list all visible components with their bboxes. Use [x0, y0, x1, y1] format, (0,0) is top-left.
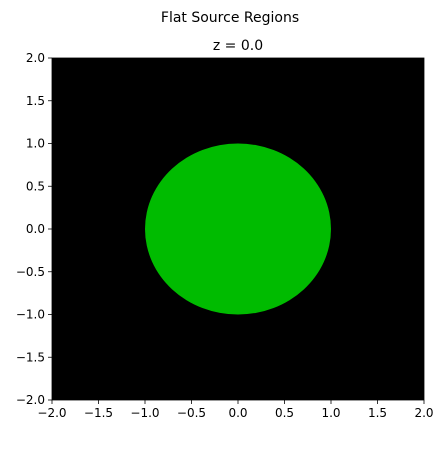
- y-tick-label: −0.5: [16, 265, 45, 279]
- regions: [145, 143, 331, 315]
- y-tick-label: 0.5: [26, 179, 45, 193]
- y-tick-label: 1.0: [26, 137, 45, 151]
- plot-title: z = 0.0: [213, 38, 263, 54]
- suptitle: Flat Source Regions: [161, 10, 299, 26]
- x-tick-label: 2.0: [414, 406, 433, 420]
- x-tick-label: −0.5: [177, 406, 206, 420]
- x-tick-label: −1.5: [84, 406, 113, 420]
- y-axis: 2.0 1.5 1.0 0.5 0.0 −0.5 −1.0 −1.5 −2.0: [16, 51, 52, 407]
- plot-area: [51, 57, 425, 401]
- region-circle: [145, 143, 331, 315]
- x-tick-label: 0.0: [228, 406, 247, 420]
- x-tick-label: 1.5: [368, 406, 387, 420]
- x-tick-label: 1.0: [321, 406, 340, 420]
- x-tick-label: 0.5: [275, 406, 294, 420]
- x-axis: −2.0 −1.5 −1.0 −0.5 0.0 0.5 1.0 1.5 2.0: [37, 400, 434, 420]
- x-tick-label: −2.0: [37, 406, 66, 420]
- x-tick-label: −1.0: [130, 406, 159, 420]
- y-tick-label: 2.0: [26, 51, 45, 65]
- y-tick-label: −1.5: [16, 350, 45, 364]
- y-tick-label: 0.0: [26, 222, 45, 236]
- y-tick-label: −2.0: [16, 393, 45, 407]
- y-tick-label: 1.5: [26, 94, 45, 108]
- y-tick-label: −1.0: [16, 308, 45, 322]
